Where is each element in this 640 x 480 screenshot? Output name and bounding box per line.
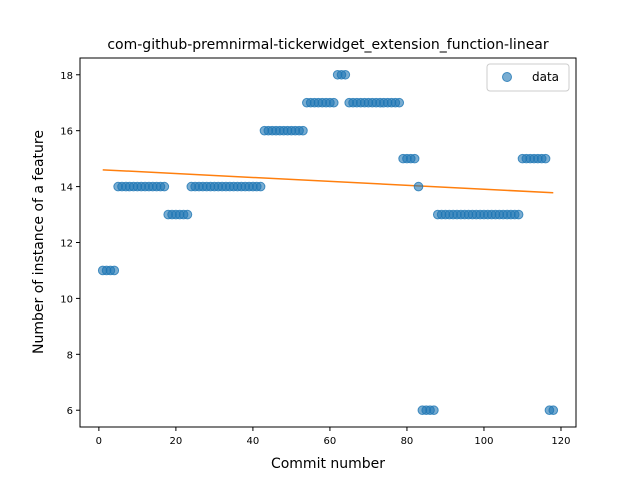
x-tick-label: 60: [324, 436, 337, 447]
points-layer: [97, 69, 559, 416]
y-tick-label: 10: [60, 294, 73, 305]
data-point: [298, 125, 308, 136]
data-point: [429, 405, 439, 416]
data-point: [182, 209, 193, 220]
data-point: [394, 97, 405, 108]
fit-line-layer: [102, 169, 554, 194]
data-point: [513, 209, 524, 220]
data-point: [413, 181, 424, 192]
data-point: [540, 153, 551, 164]
y-tick-label: 8: [67, 350, 73, 361]
data-point: [328, 97, 339, 108]
legend: data: [486, 63, 570, 92]
legend-box: [486, 63, 570, 92]
x-tick-label: 120: [551, 436, 570, 447]
x-tick-label: 80: [401, 436, 414, 447]
chart-title: com-github-premnirmal-tickerwidget_exten…: [107, 37, 549, 53]
x-tick-label: 20: [170, 436, 183, 447]
y-axis-label: Number of instance of a feature: [31, 130, 47, 354]
x-tick-label: 40: [247, 436, 260, 447]
x-axis-label: Commit number: [271, 456, 385, 472]
y-tick-label: 14: [60, 183, 73, 194]
data-point: [255, 181, 266, 192]
y-tick-label: 12: [60, 239, 73, 250]
y-ticks: 6 8 10 12 14 16 18: [60, 71, 80, 417]
x-ticks: 0 20 40 60 80 100 120: [96, 427, 571, 447]
y-tick-label: 6: [67, 406, 73, 417]
data-point: [548, 405, 559, 416]
data-point: [109, 265, 120, 276]
x-tick-label: 100: [474, 436, 493, 447]
data-point: [340, 69, 351, 80]
legend-marker: [502, 72, 512, 82]
legend-label-data: data: [532, 70, 559, 84]
data-point: [159, 181, 170, 192]
fit-line: [102, 169, 554, 194]
data-point: [409, 153, 420, 164]
x-tick-label: 0: [96, 436, 102, 447]
y-tick-label: 18: [60, 71, 73, 82]
y-tick-label: 16: [60, 127, 73, 138]
